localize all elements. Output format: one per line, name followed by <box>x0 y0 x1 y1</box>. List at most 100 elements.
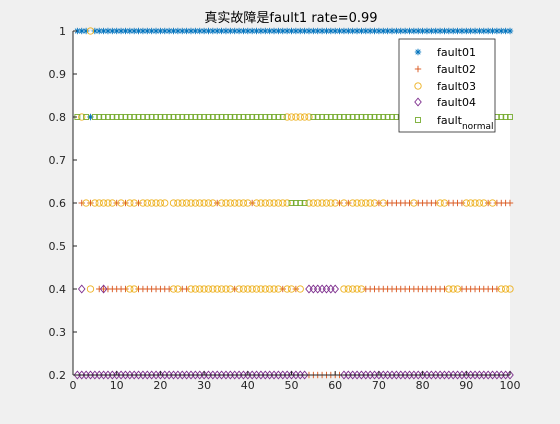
data-point <box>327 114 334 120</box>
data-point <box>152 199 160 207</box>
data-point <box>249 114 256 120</box>
y-tick-label: 0.5 <box>49 240 67 253</box>
data-point <box>340 114 347 120</box>
data-point <box>253 114 260 120</box>
data-point <box>192 114 199 120</box>
data-point <box>370 199 379 207</box>
data-point <box>182 199 191 207</box>
data-point <box>261 285 269 293</box>
data-point <box>349 199 357 207</box>
data-point <box>292 285 300 293</box>
y-tick-label: 0.8 <box>49 111 67 124</box>
legend-label: fault04 <box>437 96 476 109</box>
data-point <box>148 27 155 35</box>
data-point <box>99 284 108 294</box>
data-point <box>471 199 479 207</box>
data-point <box>345 114 352 120</box>
data-point <box>82 199 90 207</box>
data-point <box>209 199 217 207</box>
data-point <box>139 114 146 120</box>
data-point <box>148 114 155 120</box>
data-point <box>91 114 98 120</box>
data-point <box>192 27 199 35</box>
data-point <box>287 113 296 121</box>
data-point <box>135 114 142 120</box>
data-point <box>296 113 304 121</box>
legend-entry-fault03: fault03 <box>414 80 476 93</box>
x-tick-label: 40 <box>241 379 255 392</box>
data-point <box>453 285 462 293</box>
data-point <box>252 285 261 293</box>
data-point <box>266 27 273 35</box>
data-point <box>157 27 164 35</box>
data-point <box>187 285 195 293</box>
data-point <box>122 285 129 293</box>
data-point <box>170 114 177 120</box>
data-point <box>336 27 343 35</box>
data-point <box>318 199 326 207</box>
data-point <box>265 285 274 293</box>
x-tick-label: 90 <box>459 379 473 392</box>
data-point <box>340 199 348 207</box>
data-point <box>91 199 99 207</box>
data-point <box>300 370 309 380</box>
data-point <box>379 199 387 207</box>
data-point <box>314 199 322 207</box>
data-point <box>432 199 439 207</box>
data-point <box>344 285 352 293</box>
data-point <box>209 114 216 120</box>
data-point <box>183 285 190 293</box>
data-point <box>217 285 226 293</box>
data-point <box>235 285 243 293</box>
data-point <box>498 114 505 120</box>
series-fault03 <box>78 27 514 293</box>
data-point <box>305 199 313 207</box>
data-point <box>118 114 125 120</box>
data-point <box>109 114 116 120</box>
x-tick-label: 0 <box>70 379 77 392</box>
data-point <box>122 199 129 207</box>
data-point <box>113 199 120 207</box>
data-point <box>384 27 391 35</box>
data-point <box>305 113 313 121</box>
data-point <box>362 114 369 120</box>
data-point <box>283 113 291 121</box>
data-point <box>87 199 94 207</box>
data-point <box>153 114 159 120</box>
data-point <box>104 199 112 207</box>
data-point <box>99 199 108 207</box>
x-tick-label: 50 <box>285 379 299 392</box>
data-point <box>358 114 365 120</box>
data-point <box>126 285 134 293</box>
data-point <box>380 114 387 120</box>
data-point <box>157 114 164 120</box>
data-point <box>143 199 151 207</box>
data-point <box>406 199 413 207</box>
data-point <box>279 199 287 207</box>
data-point <box>310 114 317 120</box>
data-point <box>217 199 226 207</box>
data-point <box>283 285 291 293</box>
data-point <box>340 27 348 35</box>
data-point <box>441 285 448 293</box>
data-point <box>161 199 169 207</box>
y-tick-label: 0.7 <box>49 154 67 167</box>
data-point <box>240 114 247 120</box>
data-point <box>275 114 282 120</box>
data-point <box>262 114 269 120</box>
data-point <box>471 27 479 35</box>
data-point <box>292 113 300 121</box>
data-point <box>332 114 339 120</box>
data-point <box>78 199 85 207</box>
data-point <box>371 114 378 120</box>
data-point <box>222 199 230 207</box>
data-point <box>130 285 138 293</box>
y-tick-label: 0.9 <box>49 68 67 81</box>
data-point <box>200 285 208 293</box>
data-point <box>257 285 265 293</box>
data-point <box>331 199 339 207</box>
data-point <box>274 285 283 293</box>
data-point <box>354 114 360 120</box>
data-point <box>265 199 274 207</box>
